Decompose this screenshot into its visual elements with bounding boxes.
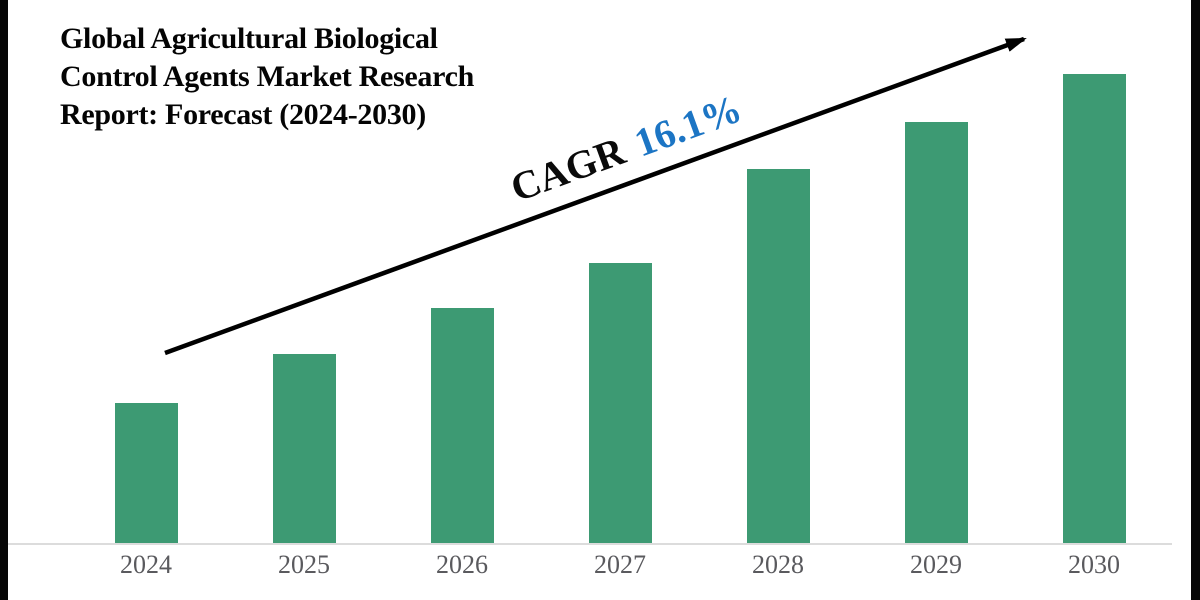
right-edge-strip [1191, 0, 1200, 600]
x-tick-label-2024: 2024 [120, 550, 172, 579]
bar-2024 [114, 403, 178, 543]
bar-2027 [588, 263, 652, 543]
bar-2028 [746, 169, 810, 543]
bar-2030 [1062, 74, 1126, 543]
bar-2025 [272, 354, 336, 543]
bar-2026 [430, 308, 494, 543]
x-tick-label-2029: 2029 [910, 550, 962, 579]
left-edge-strip [0, 0, 8, 600]
bar-2029 [904, 122, 968, 543]
x-tick-label-2026: 2026 [436, 550, 488, 579]
x-tick-label-2027: 2027 [594, 550, 646, 579]
x-tick-label-2030: 2030 [1068, 550, 1120, 579]
x-axis-line [8, 543, 1172, 545]
x-tick-label-2025: 2025 [278, 550, 330, 579]
x-tick-label-2028: 2028 [752, 550, 804, 579]
